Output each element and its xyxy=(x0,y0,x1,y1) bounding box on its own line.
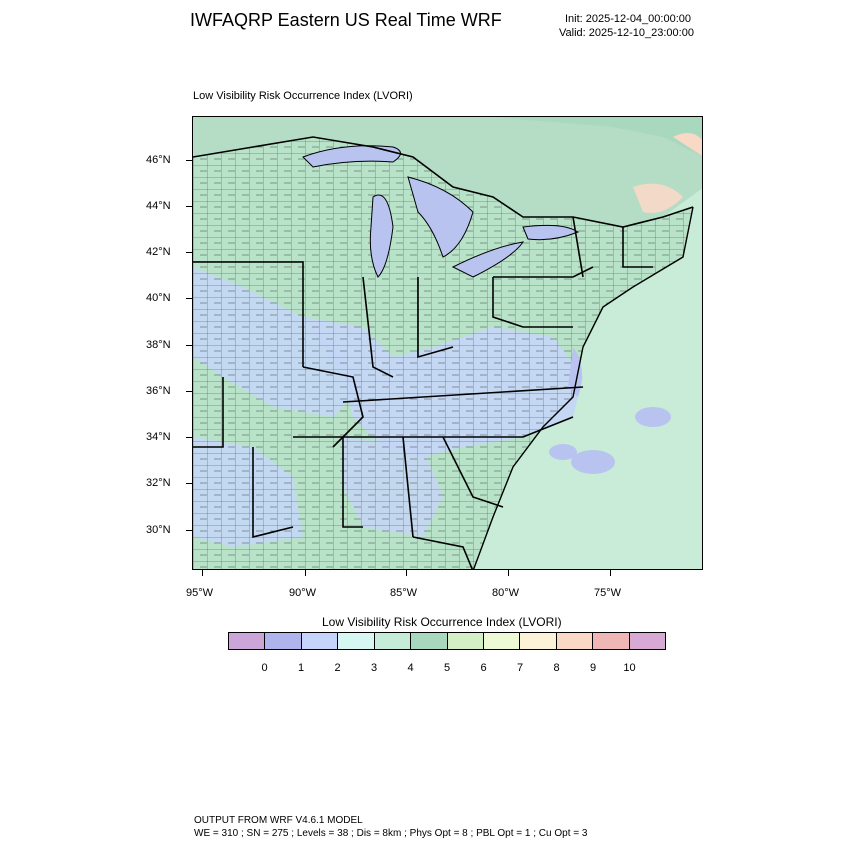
colorbar-cell xyxy=(374,633,412,649)
colorbar-cell xyxy=(301,633,339,649)
high-risk-zone-northeast xyxy=(633,183,683,213)
map-title: IWFAQRP Eastern US Real Time WRF xyxy=(190,10,502,30)
colorbar-cell xyxy=(229,633,266,649)
valid-time: Valid: 2025-12-10_23:00:00 xyxy=(559,27,694,39)
colorbar-cell xyxy=(520,633,557,649)
lat-label: 32°N xyxy=(146,477,171,489)
colorbar-cell xyxy=(411,633,448,649)
colorbar-label: 0 xyxy=(261,662,268,674)
footer-config: WE = 310 ; SN = 275 ; Levels = 38 ; Dis … xyxy=(194,828,588,839)
lat-label: 46°N xyxy=(146,154,171,166)
lon-label: 80°W xyxy=(492,587,520,599)
lat-label: 36°N xyxy=(146,385,171,397)
colorbar-cell xyxy=(338,633,375,649)
colorbar-label: 6 xyxy=(480,662,487,674)
map-panel xyxy=(192,116,703,570)
canada-region xyxy=(193,117,702,227)
lake-huron xyxy=(407,176,474,258)
colorbar-label: 4 xyxy=(407,662,414,674)
colorbar-label: 1 xyxy=(297,662,305,674)
colorbar-label: 3 xyxy=(370,662,378,674)
colorbar-label: 9 xyxy=(589,662,597,674)
county-boundaries xyxy=(193,137,693,569)
lake-ontario xyxy=(522,224,580,241)
lake-erie xyxy=(451,241,525,278)
colorbar-cell xyxy=(629,633,666,649)
offshore-low-risk xyxy=(635,407,671,427)
lon-label: 90°W xyxy=(289,587,317,599)
colorbar-label: 7 xyxy=(516,662,524,674)
lon-label: 95°W xyxy=(186,587,214,599)
colorbar-cell xyxy=(593,633,630,649)
coastline xyxy=(472,206,694,569)
lon-label: 85°W xyxy=(390,587,418,599)
lat-label: 42°N xyxy=(146,246,171,258)
lat-label: 38°N xyxy=(146,339,171,351)
lat-label: 40°N xyxy=(146,292,171,304)
legend-title: Low Visibility Risk Occurrence Index (LV… xyxy=(322,615,562,629)
lat-label: 30°N xyxy=(146,524,171,536)
colorbar-label: 2 xyxy=(334,662,341,674)
colorbar-cell xyxy=(447,633,484,649)
colorbar xyxy=(228,632,666,650)
map-svg xyxy=(193,117,702,569)
lat-label: 34°N xyxy=(146,431,171,443)
lat-label: 44°N xyxy=(146,200,171,212)
colorbar-label: 8 xyxy=(553,662,560,674)
plot-title: Low Visibility Risk Occurrence Index (LV… xyxy=(193,90,413,102)
colorbar-label: 10 xyxy=(623,662,636,674)
colorbar-cell xyxy=(265,633,302,649)
lake-michigan xyxy=(369,194,394,278)
lon-label: 75°W xyxy=(594,587,622,599)
init-time: Init: 2025-12-04_00:00:00 xyxy=(565,13,691,25)
state-boundaries xyxy=(193,136,694,569)
colorbar-cell xyxy=(483,633,521,649)
colorbar-label: 5 xyxy=(443,662,451,674)
colorbar-cell xyxy=(556,633,594,649)
footer-model: OUTPUT FROM WRF V4.6.1 MODEL xyxy=(194,815,363,826)
